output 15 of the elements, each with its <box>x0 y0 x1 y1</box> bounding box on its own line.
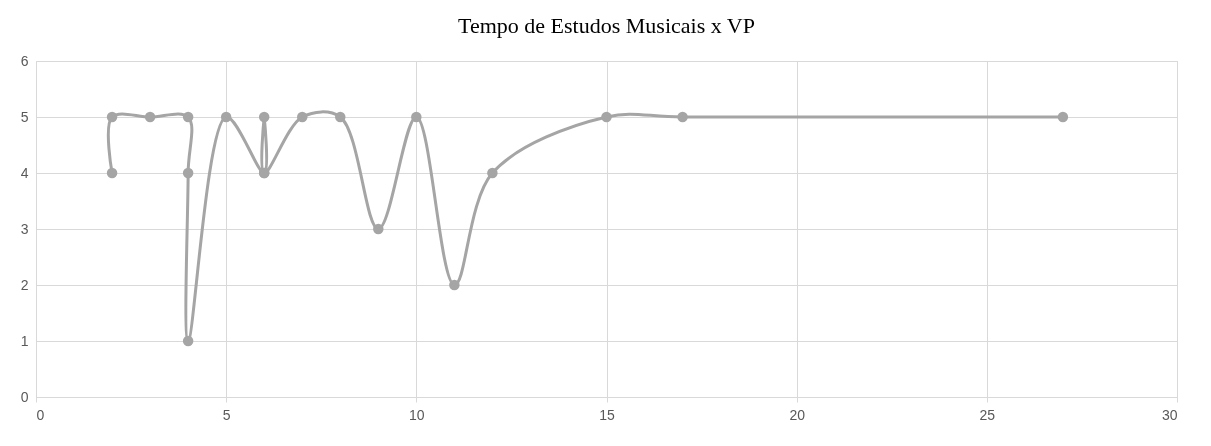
y-tick-label: 0 <box>20 388 29 405</box>
chart-title: Tempo de Estudos Musicais x VP <box>458 13 755 38</box>
x-tick-label: 15 <box>599 406 615 423</box>
x-tick-label: 10 <box>409 406 425 423</box>
x-tick-label: 20 <box>789 406 806 423</box>
y-tick-label: 1 <box>20 332 29 349</box>
y-tick-label: 6 <box>20 52 29 69</box>
x-tick-label: 25 <box>979 406 996 423</box>
y-tick-label: 4 <box>20 164 29 181</box>
x-tick-label: 0 <box>36 406 45 423</box>
y-tick-label: 2 <box>20 276 29 293</box>
y-tick-label: 3 <box>20 220 29 237</box>
x-tick-label: 30 <box>1161 406 1178 423</box>
y-tick-label: 5 <box>20 108 29 125</box>
x-tick-label: 5 <box>222 406 231 423</box>
